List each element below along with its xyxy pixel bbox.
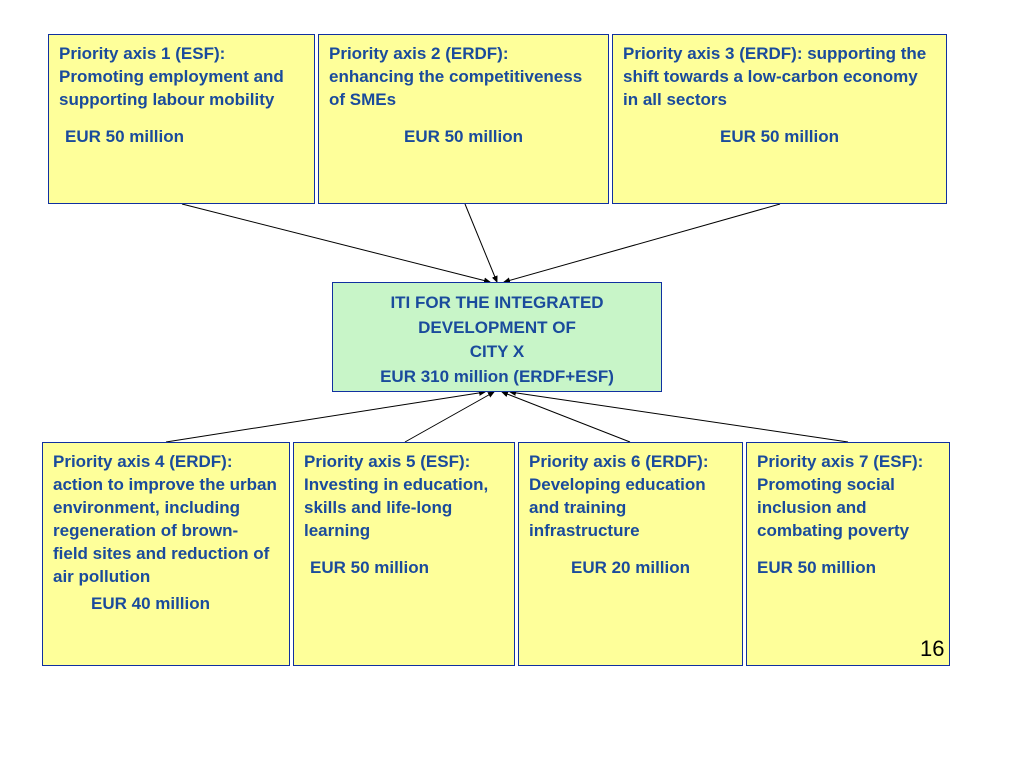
priority-axis-1: Priority axis 1 (ESF): Promoting employm… (48, 34, 315, 204)
priority-axis-7: Priority axis 7 (ESF): Promoting social … (746, 442, 950, 666)
priority-axis-4: Priority axis 4 (ERDF): action to improv… (42, 442, 290, 666)
priority-amount: EUR 50 million (304, 557, 504, 580)
priority-title: Priority axis 5 (ESF): Investing in educ… (304, 451, 504, 543)
priority-title: Priority axis 3 (ERDF): supporting the s… (623, 43, 936, 112)
priority-amount: EUR 50 million (59, 126, 304, 149)
center-line: EUR 310 million (ERDF+ESF) (343, 365, 651, 390)
center-line: CITY X (343, 340, 651, 365)
priority-axis-2: Priority axis 2 (ERDF): enhancing the co… (318, 34, 609, 204)
priority-amount: EUR 40 million (53, 593, 279, 616)
priority-title: Priority axis 1 (ESF): Promoting employm… (59, 43, 304, 112)
priority-amount: EUR 20 million (529, 557, 732, 580)
priority-title: Priority axis 6 (ERDF): Developing educa… (529, 451, 732, 543)
center-line: ITI FOR THE INTEGRATED (343, 291, 651, 316)
center-line: DEVELOPMENT OF (343, 316, 651, 341)
priority-amount: EUR 50 million (329, 126, 598, 149)
priority-amount: EUR 50 million (757, 557, 939, 580)
priority-title: Priority axis 2 (ERDF): enhancing the co… (329, 43, 598, 112)
priority-title: Priority axis 4 (ERDF): action to improv… (53, 451, 279, 589)
page-number: 16 (920, 636, 944, 662)
center-iti-box: ITI FOR THE INTEGRATED DEVELOPMENT OF CI… (332, 282, 662, 392)
priority-axis-3: Priority axis 3 (ERDF): supporting the s… (612, 34, 947, 204)
priority-axis-6: Priority axis 6 (ERDF): Developing educa… (518, 442, 743, 666)
priority-amount: EUR 50 million (623, 126, 936, 149)
priority-title: Priority axis 7 (ESF): Promoting social … (757, 451, 939, 543)
priority-axis-5: Priority axis 5 (ESF): Investing in educ… (293, 442, 515, 666)
